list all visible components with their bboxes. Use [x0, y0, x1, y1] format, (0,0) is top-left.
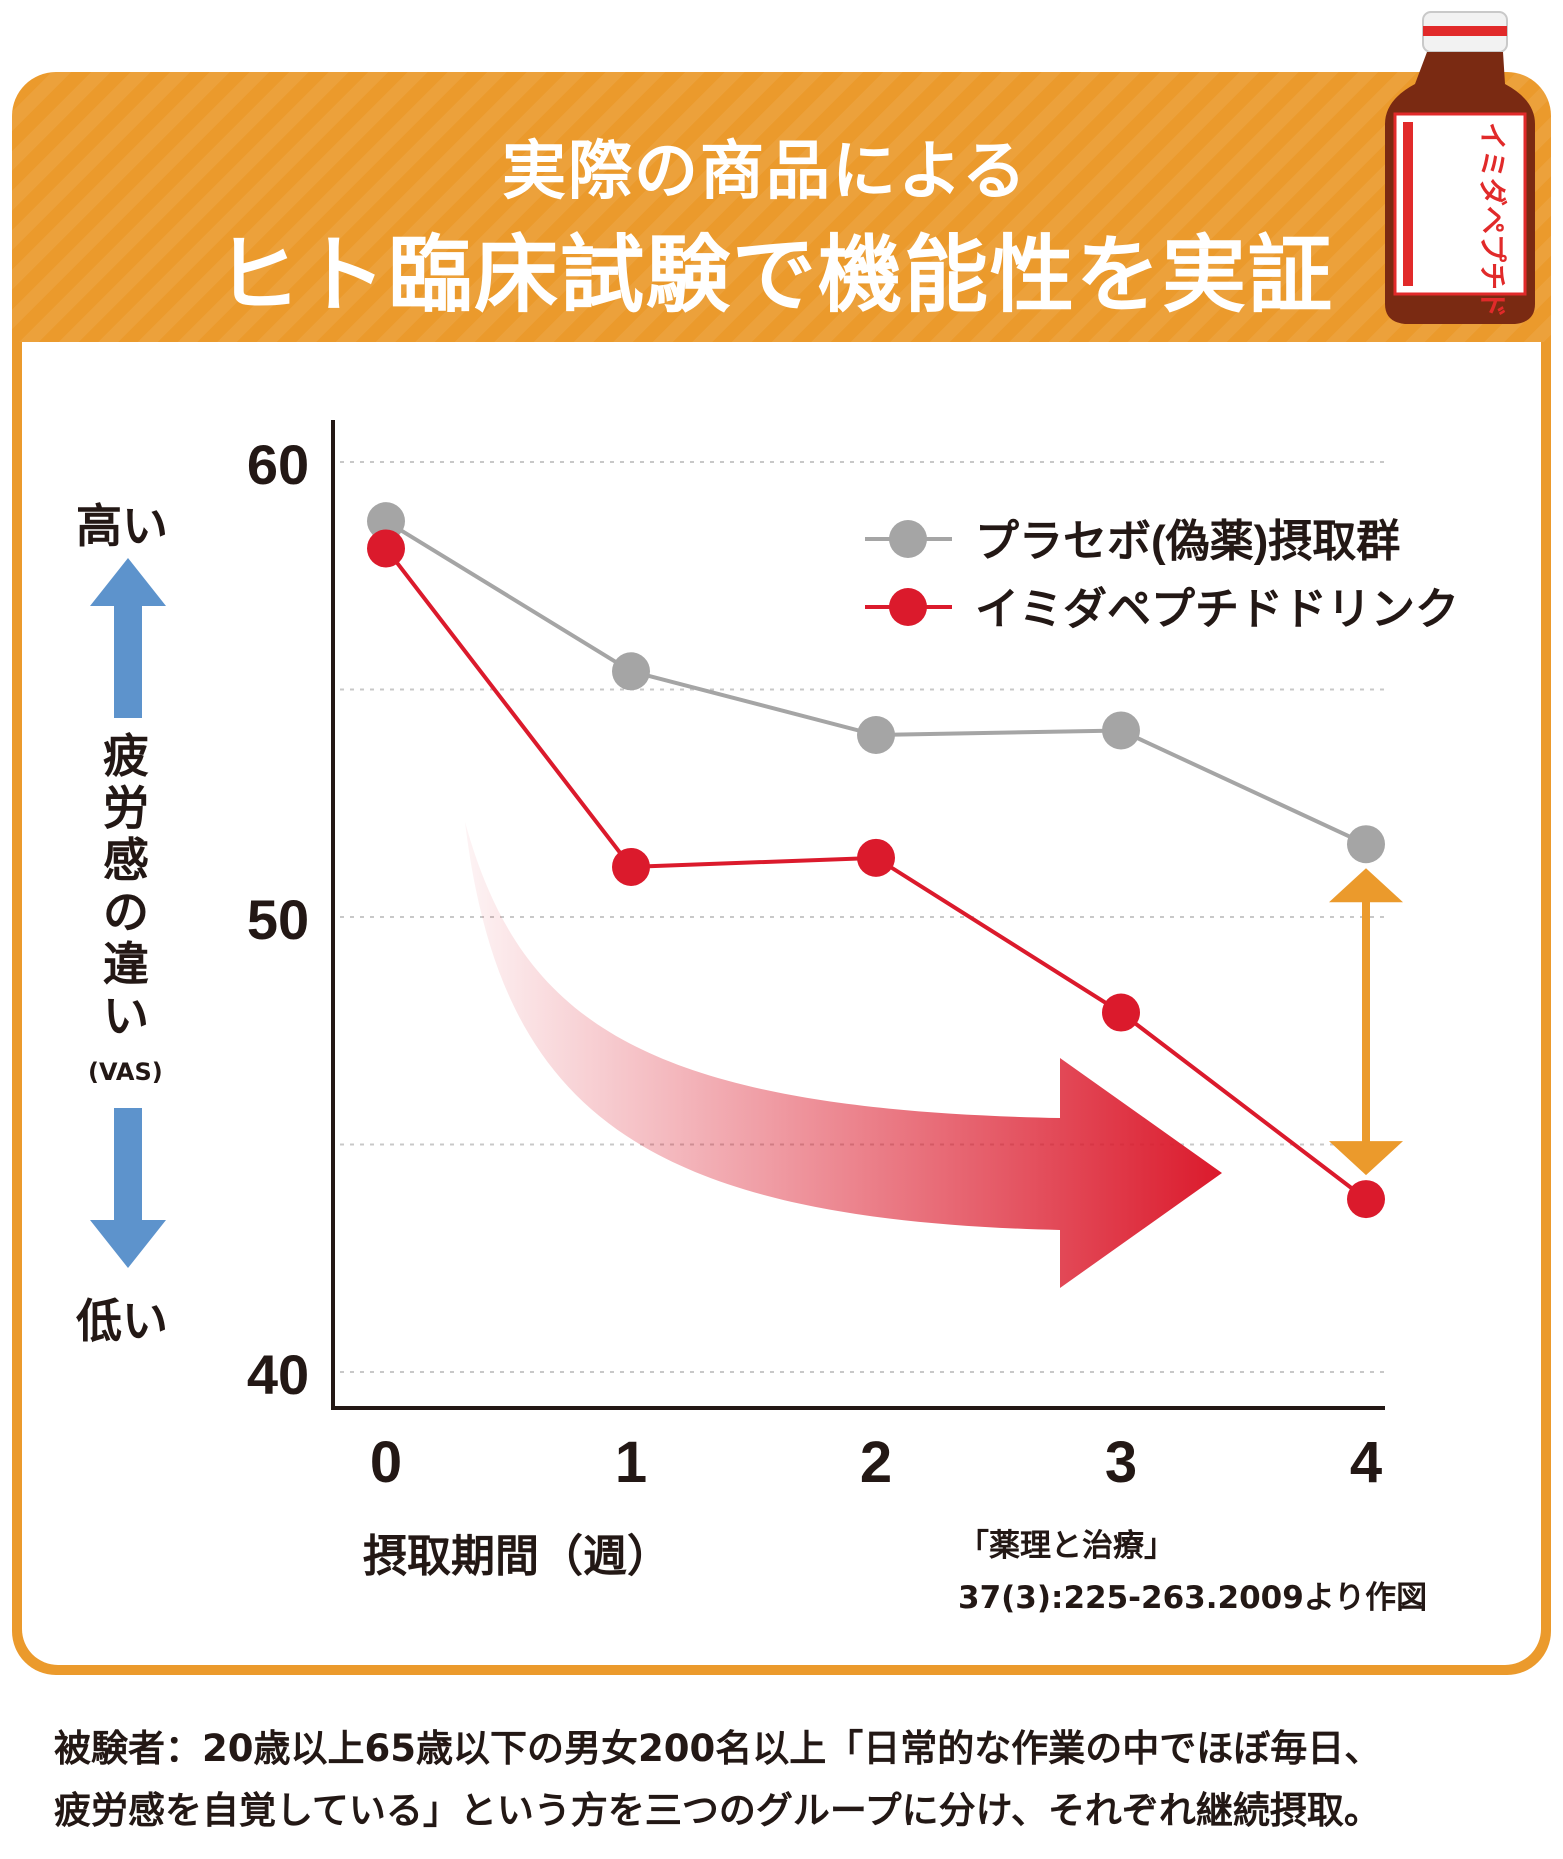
- gap-arrow-head-up: [1329, 868, 1403, 903]
- legend-label: プラセボ(偽薬)摂取群: [975, 517, 1400, 566]
- data-point: [367, 529, 405, 568]
- y-tick-label: 60: [247, 433, 309, 496]
- data-point: [612, 847, 650, 886]
- axes-layer: 60 50 40 0 1 2 3 4: [247, 420, 1385, 1495]
- x-axis-title: 摂取期間（週）: [363, 1531, 671, 1582]
- x-tick-label: 3: [1105, 1430, 1137, 1495]
- trend-arrow: [465, 822, 1222, 1288]
- legend-label: イミダペプチドドリンク: [975, 585, 1459, 634]
- series-line: [384, 519, 1367, 847]
- data-point: [612, 652, 650, 691]
- footnote-line-1: 被験者：20歳以上65歳以下の男女200名以上「日常的な作業の中でほぼ毎日、: [54, 1727, 1382, 1770]
- data-point: [1347, 1180, 1385, 1219]
- y-measure-char: 感: [103, 833, 149, 887]
- y-measure-char: の: [103, 885, 149, 939]
- y-measure-label: 疲 労 感 の 違 い: [96, 730, 156, 1042]
- y-high-label: 高い: [76, 499, 168, 553]
- citation: 「薬理と治療」 37(3):225-263.2009より作図: [958, 1520, 1427, 1624]
- y-measure-char: い: [103, 989, 149, 1043]
- y-measure-char: 労: [103, 781, 149, 835]
- data-point: [1347, 825, 1385, 864]
- arrow-up-icon: [90, 558, 166, 718]
- x-tick-label: 2: [860, 1430, 892, 1495]
- citation-line-1: 「薬理と治療」: [958, 1528, 1175, 1564]
- series-layer: [367, 502, 1385, 1219]
- study-footnote: 被験者：20歳以上65歳以下の男女200名以上「日常的な作業の中でほぼ毎日、 疲…: [54, 1718, 1534, 1842]
- x-tick-label: 0: [370, 1430, 402, 1495]
- y-low-label: 低い: [76, 1294, 168, 1348]
- y-tick-label: 50: [247, 888, 309, 951]
- footnote-line-2: 疲労感を自覚している」という方を三つのグループに分け、それぞれ継続摂取。: [54, 1789, 1381, 1832]
- citation-line-2: 37(3):225-263.2009より作図: [958, 1580, 1428, 1616]
- chart-panel: [22, 342, 1541, 1665]
- data-point: [367, 502, 405, 541]
- legend-marker: [889, 588, 927, 626]
- drink-bottle-icon: イミダペプチド: [1385, 11, 1535, 324]
- y-measure-char: 疲: [103, 729, 149, 783]
- header-line-2: ヒト臨床試験で機能性を実証: [215, 226, 1334, 324]
- gap-arrow-head-down: [1329, 1141, 1403, 1176]
- data-point: [857, 716, 895, 754]
- y-unit-label: (VAS): [88, 1058, 163, 1086]
- legend-marker: [889, 520, 927, 558]
- data-point: [857, 838, 895, 877]
- study-card: [12, 72, 1551, 1675]
- data-point: [1102, 711, 1140, 750]
- header-stripes: [12, 72, 1551, 342]
- y-measure-char: 違: [103, 937, 149, 991]
- arrow-down-icon: [90, 1108, 166, 1268]
- header-line-1: 実際の商品による: [501, 135, 1029, 209]
- x-tick-label: 1: [615, 1430, 647, 1495]
- bottle-label: イミダペプチド: [1477, 122, 1509, 318]
- gap-arrow: [1329, 868, 1403, 1176]
- data-point: [1102, 993, 1140, 1032]
- x-tick-label: 4: [1350, 1430, 1382, 1495]
- y-tick-label: 40: [247, 1343, 309, 1406]
